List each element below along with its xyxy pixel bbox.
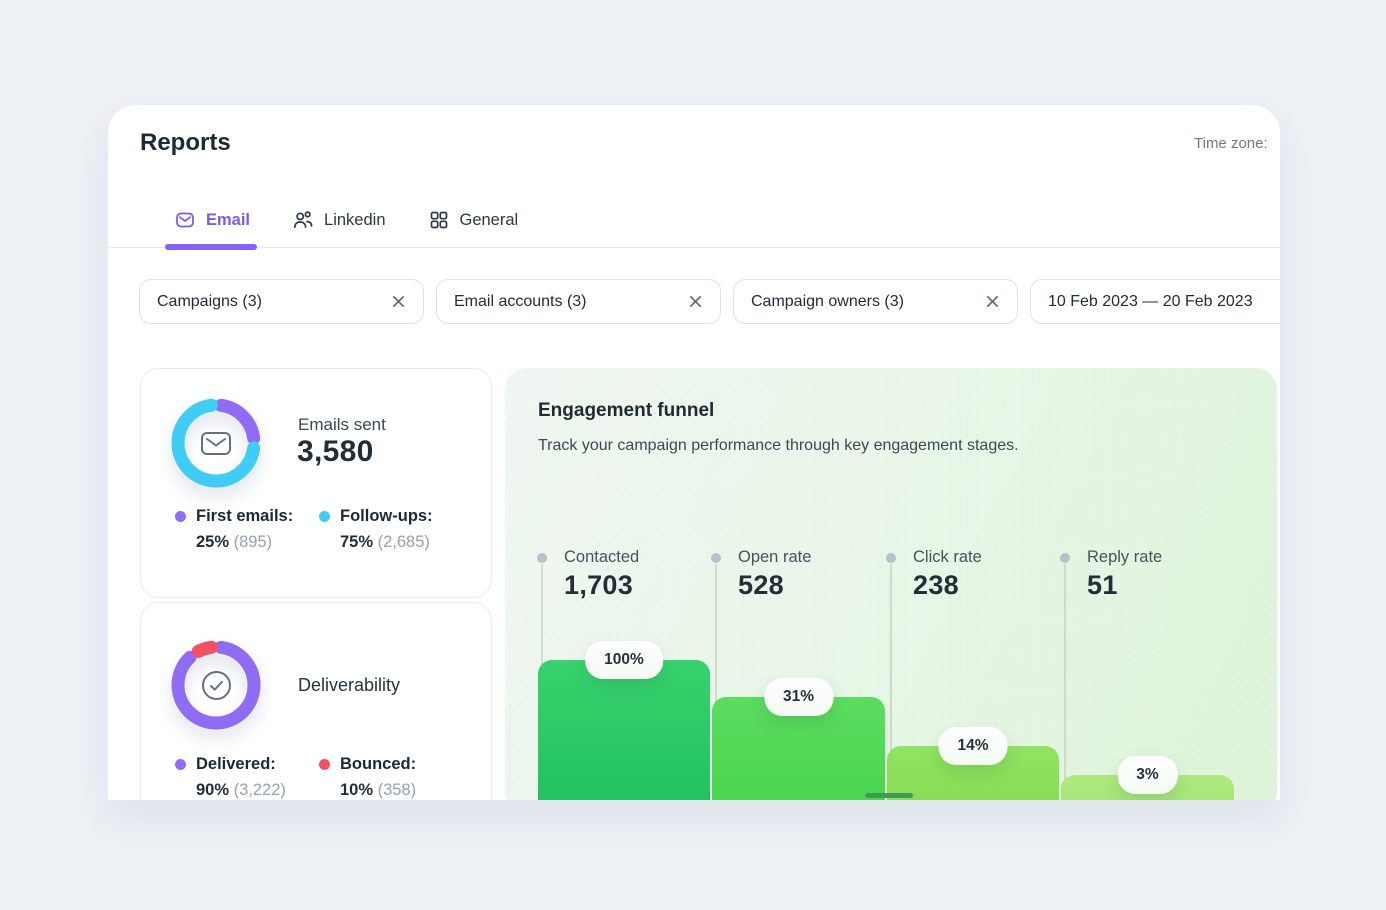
stage-value-open-rate: 528	[738, 570, 784, 600]
close-icon[interactable]	[985, 294, 1000, 309]
tab-linkedin[interactable]: Linkedin	[292, 209, 386, 231]
stage-dot	[711, 553, 721, 563]
deliverability-donut	[169, 638, 263, 732]
filter-chip-campaign-owners[interactable]: Campaign owners (3)	[733, 279, 1018, 324]
stage-dot	[886, 553, 896, 563]
tab-email[interactable]: Email	[174, 209, 250, 231]
stage-value-click-rate: 238	[913, 570, 959, 600]
legend-dot	[175, 511, 186, 522]
email-icon	[174, 209, 196, 231]
stage-value-contacted: 1,703	[564, 570, 634, 600]
chip-label: Email accounts (3)	[454, 292, 587, 310]
check-circle-icon	[169, 638, 263, 732]
chip-label: 10 Feb 2023 — 20 Feb 2023	[1048, 292, 1253, 310]
reports-panel: Reports Time zone: Email	[108, 105, 1280, 800]
percent-badge: 31%	[763, 678, 834, 716]
funnel-bar-open-rate: 31%	[712, 678, 885, 800]
funnel-bar-reply-rate: 3%	[1061, 756, 1234, 800]
stage-line	[715, 564, 717, 800]
filter-bar: Campaigns (3) Email accounts (3) Campaig…	[108, 279, 1280, 324]
filter-chip-campaigns[interactable]: Campaigns (3)	[139, 279, 424, 324]
stage-dot	[1060, 553, 1070, 563]
linkedin-people-icon	[292, 209, 314, 231]
funnel-baseline-strip	[865, 793, 913, 798]
percent-badge: 100%	[585, 641, 663, 679]
close-icon[interactable]	[391, 294, 406, 309]
tab-bar: Email Linkedin	[108, 193, 1280, 250]
emails-sent-card: Emails sent 3,580 First emails: 25% (895…	[140, 368, 492, 598]
active-tab-indicator	[165, 244, 257, 250]
deliverability-card: Deliverability Delivered: 90% (3,222) Bo…	[140, 602, 492, 800]
tab-label: General	[459, 210, 519, 229]
percent-badge: 14%	[938, 727, 1008, 765]
stage-label-contacted: Contacted	[564, 548, 640, 566]
funnel-title: Engagement funnel	[538, 400, 715, 421]
stage-label-reply-rate: Reply rate	[1087, 548, 1163, 566]
card-title: Emails sent	[298, 415, 386, 434]
envelope-icon	[169, 396, 263, 490]
legend-item-delivered: Delivered: 90% (3,222)	[175, 755, 335, 800]
funnel-bar-contacted: 100%	[538, 641, 710, 800]
legend-dot	[319, 511, 330, 522]
emails-sent-donut	[169, 396, 263, 490]
stage-label-click-rate: Click rate	[913, 548, 982, 566]
legend-item-first-emails: First emails: 25% (895)	[175, 507, 335, 552]
card-title: Deliverability	[298, 675, 401, 695]
stage-line	[1064, 564, 1066, 800]
stage-line	[890, 564, 892, 800]
legend-dot	[175, 759, 186, 770]
chip-label: Campaign owners (3)	[751, 292, 904, 310]
stage-label-open-rate: Open rate	[738, 548, 812, 566]
legend-item-bounced: Bounced: 10% (358)	[319, 755, 479, 800]
engagement-funnel-panel: Engagement funnel Track your campaign pe…	[505, 368, 1277, 800]
percent-badge: 3%	[1117, 756, 1178, 794]
page-title: Reports	[140, 129, 231, 156]
funnel-subtitle: Track your campaign performance through …	[538, 437, 1019, 454]
tab-label: Linkedin	[324, 210, 386, 229]
legend-item-follow-ups: Follow-ups: 75% (2,685)	[319, 507, 479, 552]
timezone-label: Time zone:	[1194, 135, 1268, 152]
stage-value-reply-rate: 51	[1087, 570, 1118, 600]
funnel-bar-click-rate: 14%	[887, 727, 1059, 800]
grid-icon	[428, 209, 450, 231]
emails-sent-total: 3,580	[297, 435, 374, 468]
legend-dot	[319, 759, 330, 770]
tab-general[interactable]: General	[428, 209, 519, 231]
filter-chip-email-accounts[interactable]: Email accounts (3)	[436, 279, 721, 324]
tab-label: Email	[206, 210, 251, 229]
chip-label: Campaigns (3)	[157, 292, 262, 310]
date-range-chip[interactable]: 10 Feb 2023 — 20 Feb 2023	[1030, 279, 1280, 324]
stage-dot	[537, 553, 547, 563]
close-icon[interactable]	[688, 294, 703, 309]
